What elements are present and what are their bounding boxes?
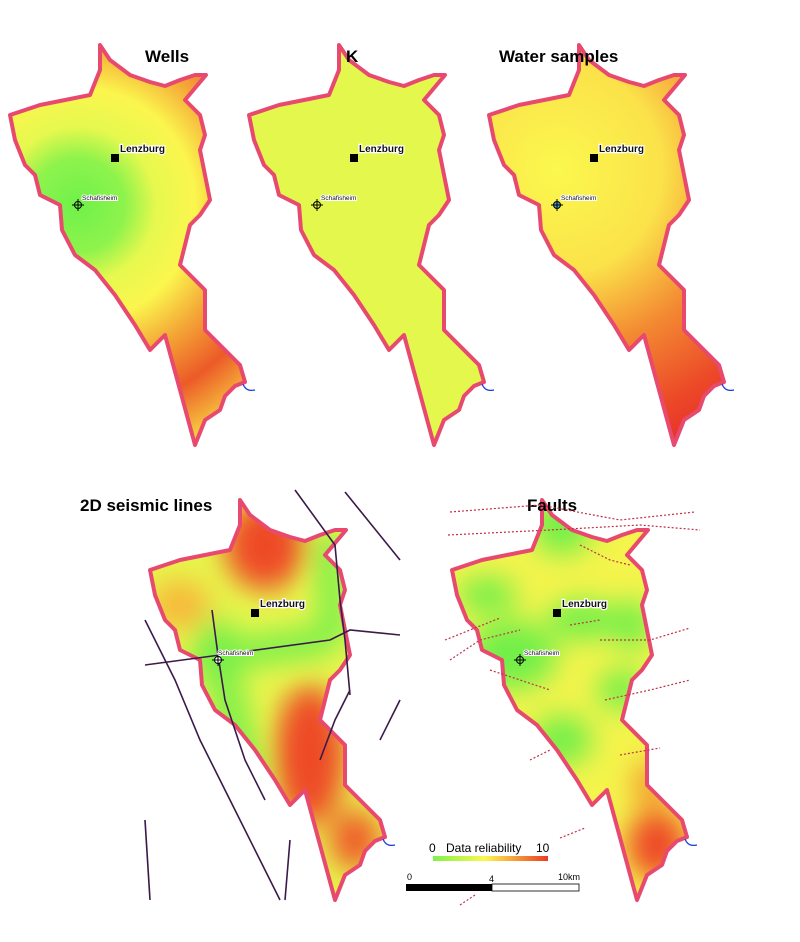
seismic-line (344, 491, 401, 561)
town-marker-icon (251, 609, 259, 617)
town-marker-icon (590, 154, 598, 162)
study-area-boundary (247, 43, 486, 447)
seismic-line (144, 629, 401, 666)
fault-line (619, 747, 661, 756)
seismic-line (319, 689, 351, 761)
town-label: Lenzburg (359, 144, 404, 155)
river (242, 383, 256, 391)
town-label: Lenzburg (260, 599, 305, 610)
seismic-line (284, 839, 291, 901)
panel-title: Faults (527, 496, 577, 515)
panel-title: K (346, 47, 359, 66)
fault-line (579, 544, 631, 566)
fault-line (600, 627, 691, 641)
seismic-line (144, 819, 151, 901)
scale-mid: 4 (489, 874, 494, 884)
fault-line (444, 617, 501, 641)
river (382, 838, 396, 846)
village-label: Schafisheim (218, 650, 253, 657)
village-label: Schafisheim (82, 195, 117, 202)
panel-k: K Lenzburg Schafisheim (247, 43, 495, 447)
crosshair-icon (551, 199, 563, 211)
faults-labels: Lenzburg Schafisheim (514, 598, 608, 666)
crosshair-icon (212, 654, 224, 666)
fault-line (604, 679, 691, 701)
fault-line (449, 504, 696, 521)
panel-title: Water samples (499, 47, 618, 66)
reliability-surface (10, 45, 245, 445)
fault-line (569, 619, 601, 626)
legend-label: Data reliability (446, 841, 521, 855)
panel-title: Wells (145, 47, 189, 66)
seismic-line (211, 609, 266, 801)
village-label: Schafisheim (561, 195, 596, 202)
fault-line (489, 669, 551, 691)
scale-end: 10km (558, 872, 580, 882)
scale-segment-empty (491, 883, 580, 892)
seismic-line (144, 619, 281, 901)
legend-colorbar (433, 856, 548, 861)
town-label: Lenzburg (562, 599, 607, 610)
fault-line (449, 629, 521, 661)
panel-title: 2D seismic lines (80, 496, 212, 515)
town-marker-icon (111, 154, 119, 162)
seismic-labels: Lenzburg Schafisheim (212, 598, 306, 666)
scale-start: 0 (407, 872, 412, 882)
legend-max: 10 (536, 841, 550, 855)
crosshair-icon (72, 199, 84, 211)
village-label: Schafisheim (321, 195, 356, 202)
reliability-surface (489, 45, 724, 445)
village-label: Schafisheim (524, 650, 559, 657)
seismic-line (294, 489, 351, 696)
town-marker-icon (553, 609, 561, 617)
town-marker-icon (350, 154, 358, 162)
river (481, 383, 495, 391)
panel-water-samples: Water samples Lenzburg Schafisheim (487, 43, 735, 447)
river (684, 838, 698, 846)
crosshair-icon (311, 199, 323, 211)
scale-segment-filled (406, 884, 492, 891)
scale-bar: 0 4 10km (406, 872, 580, 892)
legend: 0 Data reliability 10 (429, 841, 550, 861)
legend-min: 0 (429, 841, 436, 855)
town-label: Lenzburg (599, 144, 644, 155)
seismic-line (379, 699, 401, 741)
fault-line (559, 827, 586, 839)
river (721, 383, 735, 391)
fault-lines (444, 504, 701, 906)
crosshair-icon (514, 654, 526, 666)
town-label: Lenzburg (120, 144, 165, 155)
fault-line (529, 749, 551, 761)
panel-2d-seismic-lines: 2D seismic lines (80, 496, 396, 902)
panel-wells: Wells Lenzburg Schafisheim (8, 43, 256, 447)
seismic-lines (144, 489, 401, 901)
fault-line (459, 894, 476, 906)
